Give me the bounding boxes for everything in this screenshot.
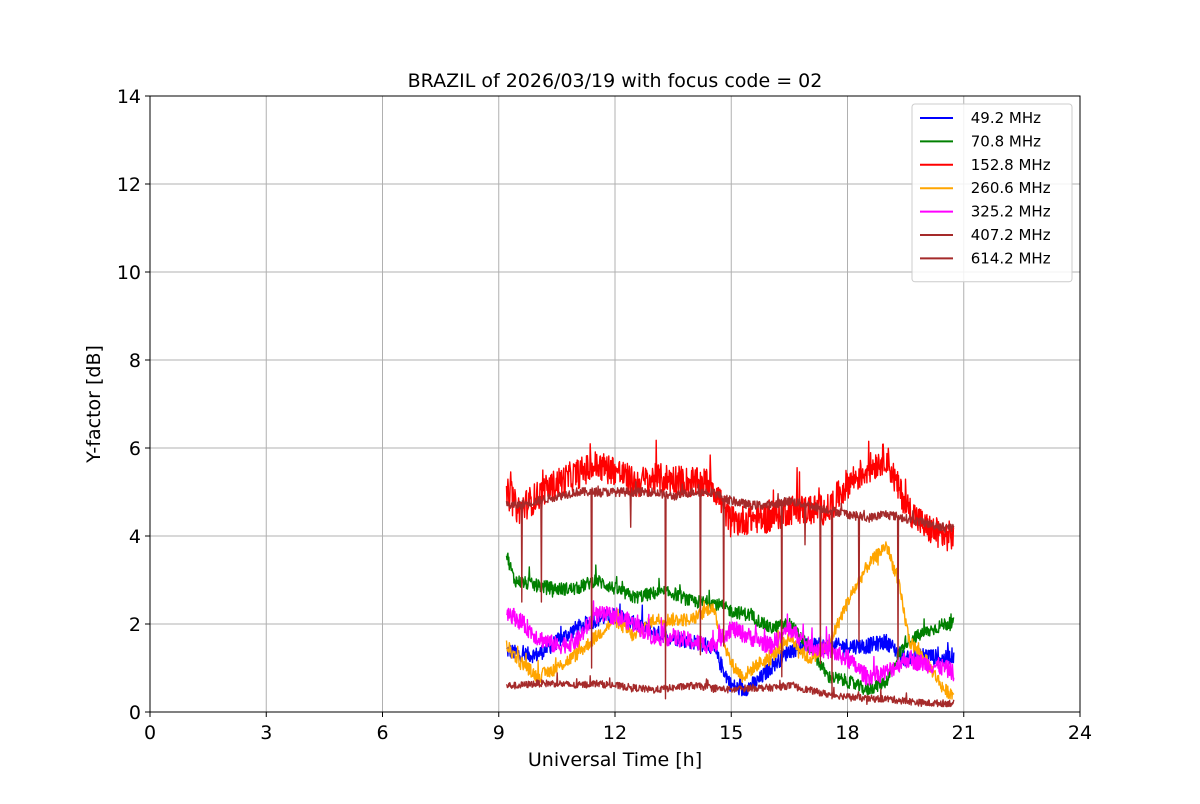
x-tick-label: 21 bbox=[952, 722, 976, 744]
legend-label: 49.2 MHz bbox=[966, 109, 1041, 127]
y-tick-label: 8 bbox=[129, 350, 141, 372]
series-line bbox=[505, 600, 955, 686]
series-line bbox=[505, 439, 955, 552]
y-tick-label: 4 bbox=[129, 526, 141, 548]
legend-label: 260.6 MHz bbox=[966, 179, 1051, 197]
y-tick-label: 12 bbox=[117, 174, 141, 196]
y-axis-label: Y-factor [dB] bbox=[83, 345, 105, 464]
x-tick-label: 9 bbox=[493, 722, 505, 744]
legend-label: 70.8 MHz bbox=[966, 132, 1041, 150]
y-axis-ticks: 0 2 4 6 8 10 12 14 bbox=[117, 86, 150, 724]
legend-label: 325.2 MHz bbox=[966, 203, 1051, 221]
y-tick-label: 6 bbox=[129, 438, 141, 460]
series-line bbox=[505, 552, 955, 695]
chart-title: BRAZIL of 2026/03/19 with focus code = 0… bbox=[408, 70, 823, 92]
legend-label: 152.8 MHz bbox=[966, 156, 1051, 174]
x-tick-label: 18 bbox=[835, 722, 859, 744]
x-tick-label: 0 bbox=[144, 722, 156, 744]
y-tick-label: 2 bbox=[129, 614, 141, 636]
x-tick-label: 24 bbox=[1068, 722, 1092, 744]
x-tick-label: 3 bbox=[260, 722, 272, 744]
x-axis-ticks: 0 3 6 9 12 15 18 21 24 bbox=[144, 712, 1092, 744]
legend: 49.2 MHz 70.8 MHz 152.8 MHz 260.6 MHz 32… bbox=[911, 103, 1073, 283]
y-tick-label: 14 bbox=[117, 86, 141, 108]
series-line bbox=[505, 541, 955, 700]
y-tick-label: 10 bbox=[117, 262, 141, 284]
x-tick-label: 6 bbox=[376, 722, 388, 744]
series-line bbox=[506, 603, 955, 697]
x-tick-label: 15 bbox=[719, 722, 743, 744]
x-axis-label: Universal Time [h] bbox=[528, 749, 702, 771]
legend-box bbox=[911, 103, 1073, 283]
series-group bbox=[505, 439, 955, 708]
x-tick-label: 12 bbox=[603, 722, 627, 744]
series-line bbox=[505, 672, 955, 708]
legend-label: 407.2 MHz bbox=[966, 226, 1051, 244]
series-line bbox=[505, 480, 955, 700]
y-tick-label: 0 bbox=[129, 702, 141, 724]
legend-label: 614.2 MHz bbox=[966, 249, 1051, 267]
